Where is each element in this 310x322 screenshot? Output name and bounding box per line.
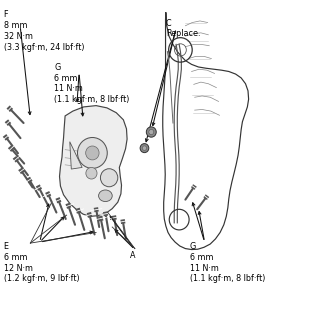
Circle shape [86, 167, 97, 179]
Circle shape [100, 169, 118, 187]
Text: F
8 mm
32 N·m
(3.3 kgf·m, 24 lbf·ft): F 8 mm 32 N·m (3.3 kgf·m, 24 lbf·ft) [4, 10, 84, 52]
Text: A: A [130, 251, 135, 260]
Polygon shape [60, 106, 127, 216]
Polygon shape [70, 142, 82, 169]
Text: G
6 mm
11 N·m
(1.1 kgf·m, 8 lbf·ft): G 6 mm 11 N·m (1.1 kgf·m, 8 lbf·ft) [190, 242, 265, 283]
Circle shape [140, 144, 149, 153]
Ellipse shape [99, 190, 112, 202]
Text: E
6 mm
12 N·m
(1.2 kgf·m, 9 lbf·ft): E 6 mm 12 N·m (1.2 kgf·m, 9 lbf·ft) [4, 242, 79, 283]
Text: G
6 mm
11 N·m
(1.1 kgf·m, 8 lbf·ft): G 6 mm 11 N·m (1.1 kgf·m, 8 lbf·ft) [54, 63, 130, 104]
Circle shape [86, 146, 99, 160]
Text: C
Replace.: C Replace. [166, 19, 200, 38]
Circle shape [146, 127, 156, 137]
Circle shape [142, 146, 147, 150]
Circle shape [78, 137, 107, 168]
Circle shape [149, 129, 154, 135]
